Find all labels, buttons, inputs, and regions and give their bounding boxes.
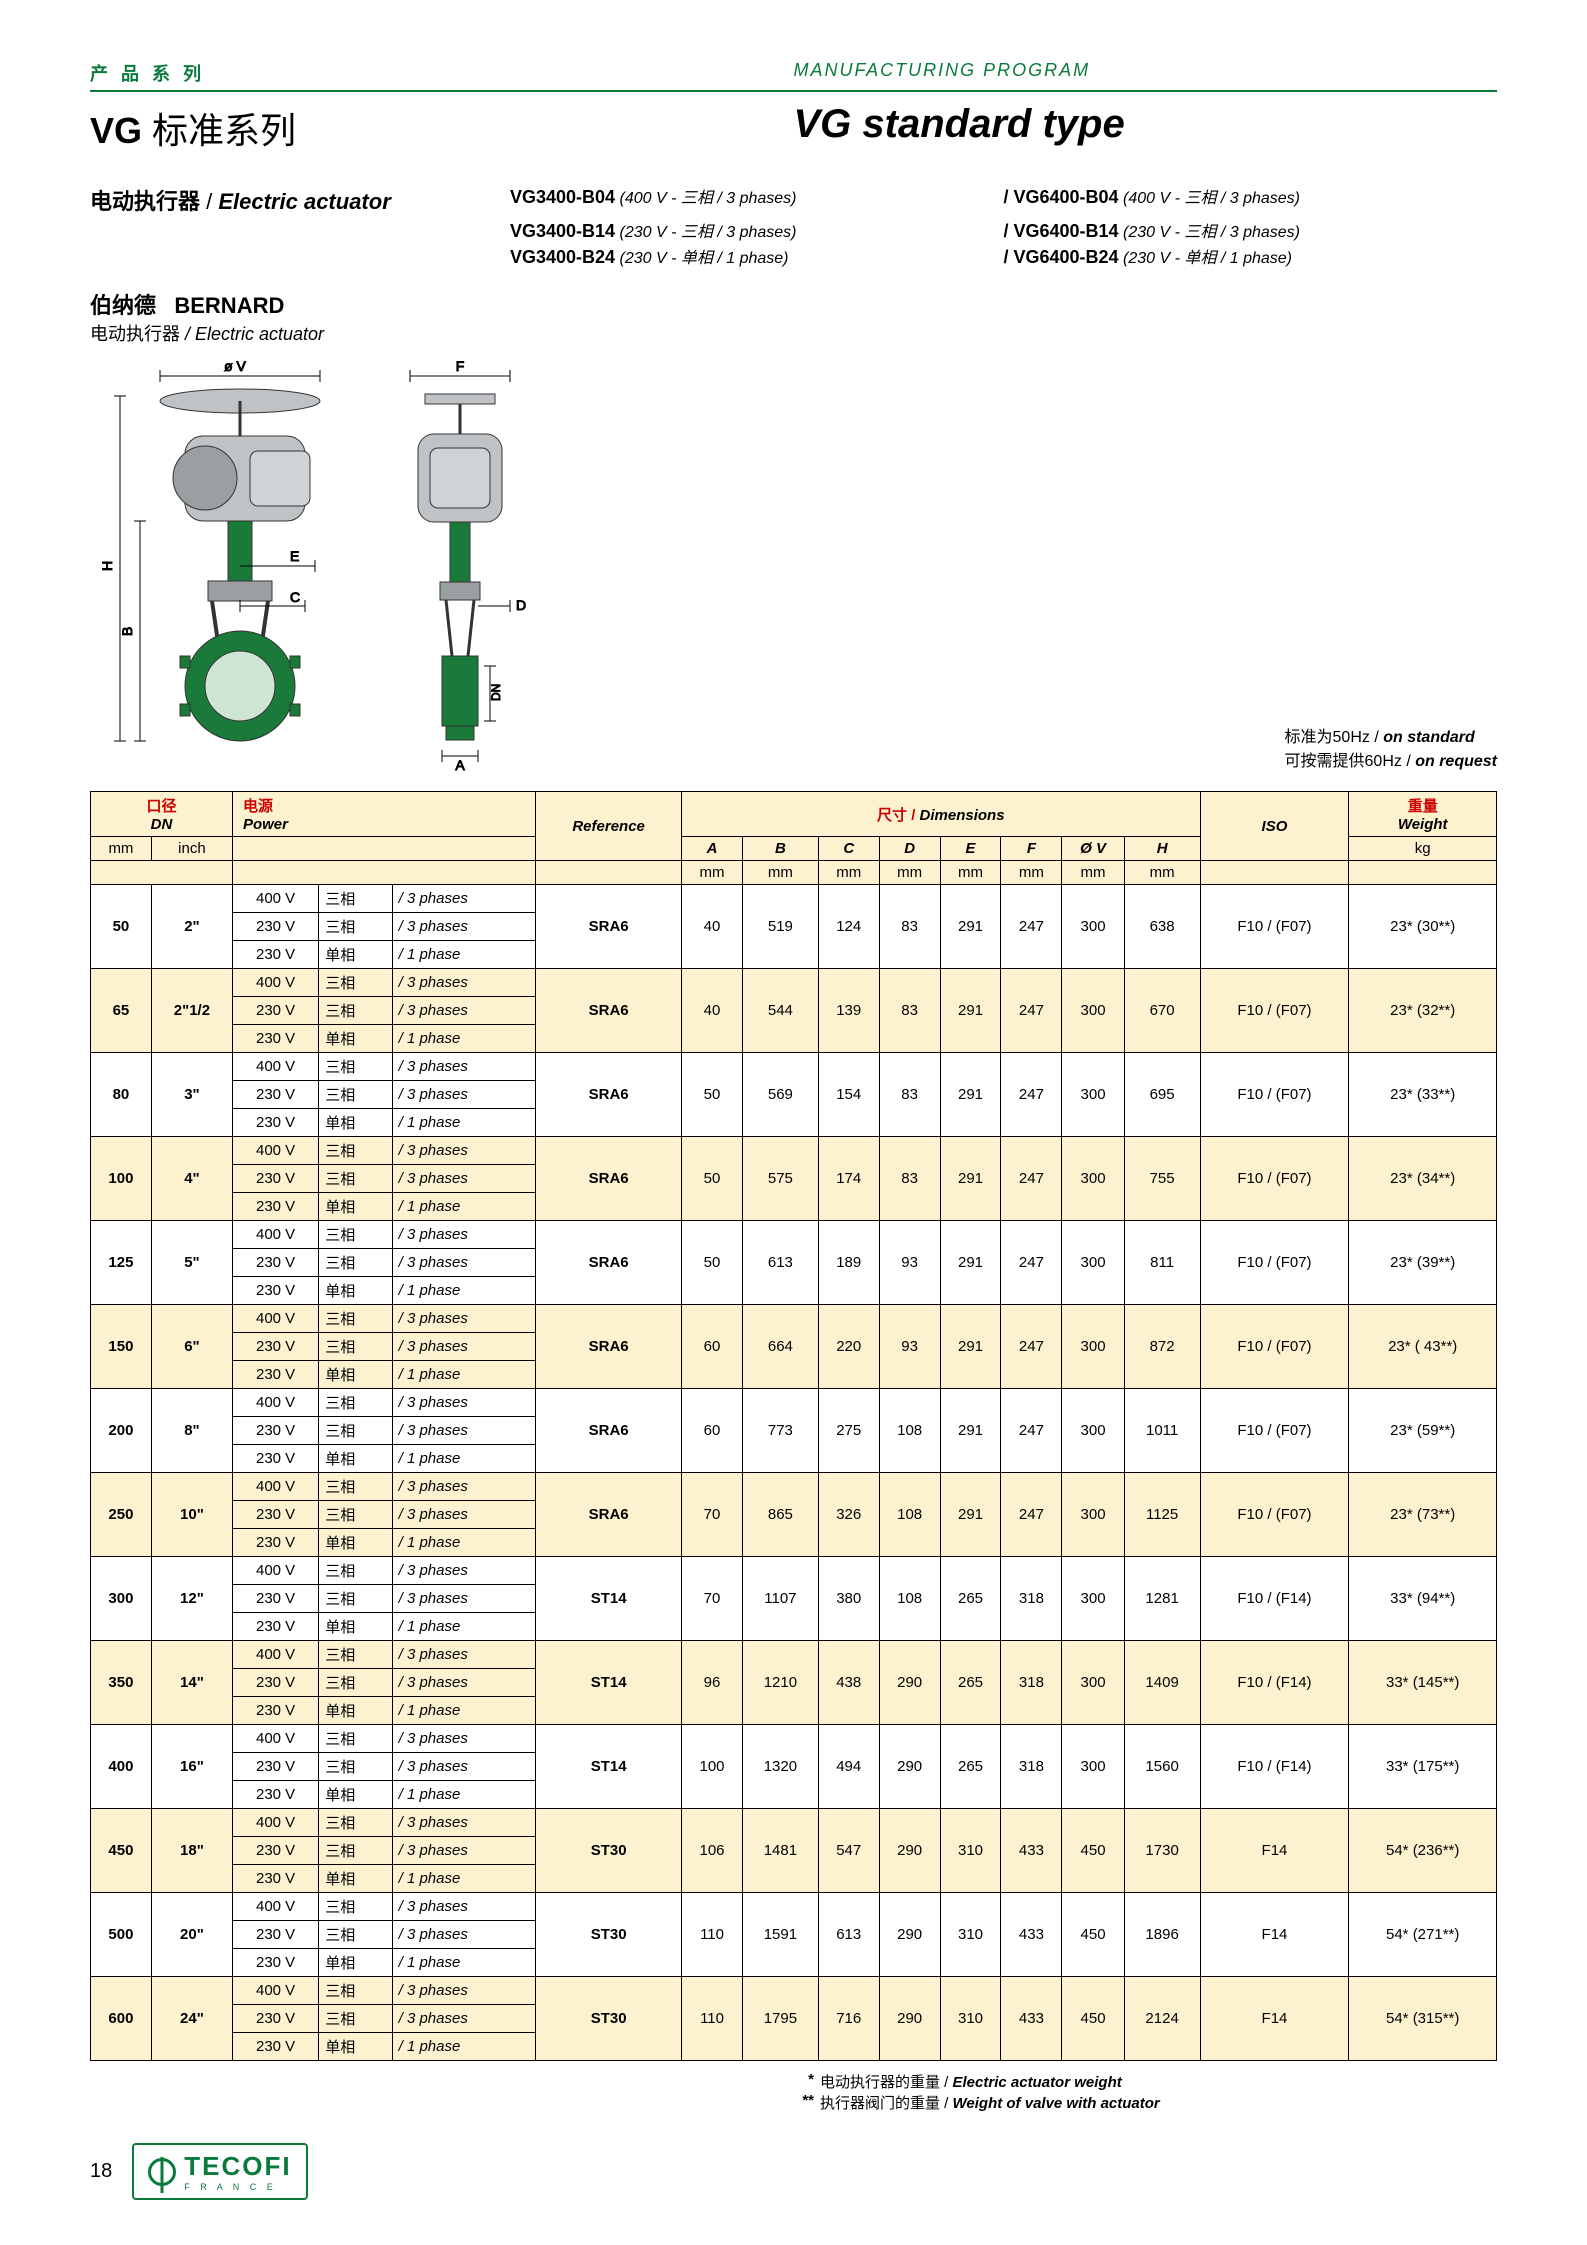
th-dim: 尺寸 / Dimensions [682,792,1200,837]
title-cn: VG 标准系列 [90,102,794,154]
bernard-cn: 伯纳德 [90,293,156,318]
table-row: 1255"400 V三相/ 3 phasesSRA650613189932912… [91,1221,1497,1249]
logo-text: TECOFI [184,2151,291,2182]
table-row: 45018"400 V三相/ 3 phasesST301061481547290… [91,1809,1497,1837]
diagram-side: F D DN [370,356,550,781]
models-block: 电动执行器 / Electric actuatorVG3400-B04 (400… [90,184,1497,268]
dimensions-table: 口径DN 电源Power Reference 尺寸 / Dimensions I… [90,791,1497,2061]
diagram-front: ø V [90,356,370,781]
svg-text:C: C [290,589,300,605]
page-number: 18 [90,2160,112,2183]
svg-text:ø V: ø V [224,358,246,374]
page-header: 产 品 系 列 MANUFACTURING PROGRAM [90,60,1497,86]
th-dn: 口径DN [91,792,233,837]
title-cn-bold: VG [90,110,142,151]
svg-text:F: F [456,358,465,374]
footnotes: *电动执行器的重量 / Electric actuator weight **执… [790,2071,1497,2113]
bernard-sub-cn: 电动执行器 [90,324,180,344]
table-row: 502"400 V三相/ 3 phasesSRA6405191248329124… [91,885,1497,913]
svg-text:B: B [119,627,135,636]
svg-text:D: D [516,597,526,613]
svg-text:H: H [99,561,115,571]
svg-text:A: A [455,757,465,773]
table-row: 803"400 V三相/ 3 phasesSRA6505691548329124… [91,1053,1497,1081]
th-power: 电源Power [232,792,535,837]
diagram-row: ø V [90,356,1497,781]
table-row: 35014"400 V三相/ 3 phasesST149612104382902… [91,1641,1497,1669]
th-iso: ISO [1200,792,1349,861]
th-weight: 重量Weight [1349,792,1497,837]
note2-en: on request [1411,753,1497,770]
fn-a-mark: * [790,2071,820,2092]
th-ref: Reference [536,792,682,861]
table-row: 1004"400 V三相/ 3 phasesSRA650575174832912… [91,1137,1497,1165]
fn-b-en: Weight of valve with actuator [948,2095,1159,2112]
table-head: 口径DN 电源Power Reference 尺寸 / Dimensions I… [91,792,1497,885]
header-cn: 产 品 系 列 [90,64,205,84]
header-en: MANUFACTURING PROGRAM [794,60,1091,80]
bernard-title: 伯纳德 BERNARD [90,288,1497,320]
table-row: 2008"400 V三相/ 3 phasesSRA660773275108291… [91,1389,1497,1417]
fn-b-mark: ** [790,2092,820,2113]
table-row: 25010"400 V三相/ 3 phasesSRA67086532610829… [91,1473,1497,1501]
diagram-side-svg: F D DN [370,356,550,776]
table-row: 40016"400 V三相/ 3 phasesST141001320494290… [91,1725,1497,1753]
bernard-block: 伯纳德 BERNARD 电动执行器 / Electric actuator [90,288,1497,346]
svg-text:E: E [290,548,299,564]
title-en: VG standard type [794,102,1498,154]
fn-b-cn: 执行器阀门的重量 / [820,2095,948,2112]
note1-en: on standard [1379,729,1475,746]
note1-cn: 标准为50Hz / [1285,729,1379,746]
note2-cn: 可按需提供60Hz / [1285,753,1411,770]
notes-right: 标准为50Hz / on standard 可按需提供60Hz / on req… [1285,723,1497,781]
table-row: 60024"400 V三相/ 3 phasesST301101795716290… [91,1977,1497,2005]
fn-a-en: Electric actuator weight [948,2074,1121,2091]
title-cn-rest: 标准系列 [142,110,296,151]
bernard-sub: 电动执行器 / Electric actuator [90,320,1497,346]
bernard-en: BERNARD [174,293,284,318]
page-footer: 18 TECOFI F R A N C E [90,2143,1497,2200]
table-body: 502"400 V三相/ 3 phasesSRA6405191248329124… [91,885,1497,2061]
svg-text:DN: DN [489,684,503,701]
table-row: 30012"400 V三相/ 3 phasesST147011073801082… [91,1557,1497,1585]
table-row: 1506"400 V三相/ 3 phasesSRA660664220932912… [91,1305,1497,1333]
bernard-sub-en: / Electric actuator [180,324,324,344]
table-row: 50020"400 V三相/ 3 phasesST301101591613290… [91,1893,1497,1921]
logo-sub: F R A N C E [184,2182,291,2192]
logo-icon [148,2158,176,2186]
title-row: VG 标准系列 VG standard type [90,102,1497,154]
diagram-front-svg: ø V [90,356,370,776]
header-rule [90,90,1497,92]
fn-a-cn: 电动执行器的重量 / [820,2074,948,2091]
table-row: 652"1/2400 V三相/ 3 phasesSRA6405441398329… [91,969,1497,997]
logo: TECOFI F R A N C E [132,2143,307,2200]
